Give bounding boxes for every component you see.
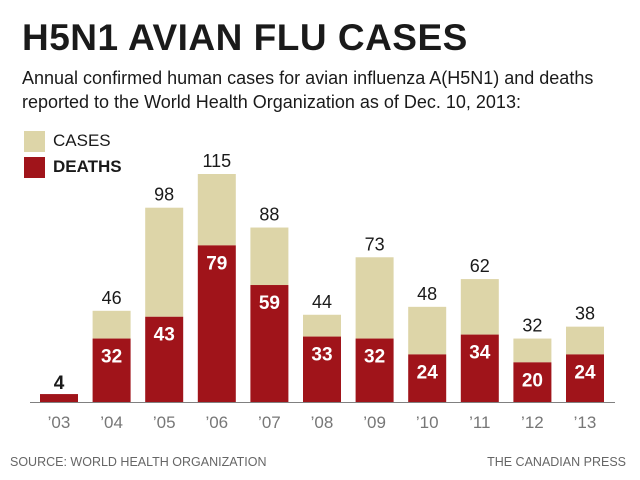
- bar-deaths: [460, 334, 499, 402]
- bar-cases: [513, 338, 552, 363]
- data-label-deaths: 32: [101, 347, 122, 368]
- legend-label-deaths: DEATHS: [53, 157, 122, 176]
- legend-item-cases: CASES: [24, 130, 111, 152]
- data-label-cases: 73: [365, 234, 385, 254]
- data-label-cases: 98: [154, 185, 174, 205]
- data-label-deaths: 79: [206, 253, 227, 274]
- data-label-cases: 44: [312, 292, 332, 312]
- data-label-cases: 46: [102, 288, 122, 308]
- data-label-deaths: 34: [469, 343, 491, 364]
- chart-title: H5N1 AVIAN FLU CASES: [22, 17, 468, 58]
- data-label-deaths: 24: [417, 362, 439, 383]
- bar-deaths: [145, 316, 184, 402]
- data-label-deaths: 43: [154, 325, 175, 346]
- data-label-cases: 88: [259, 205, 279, 225]
- bar-deaths: [408, 354, 447, 402]
- bar-cases: [145, 207, 184, 317]
- legend-label-cases: CASES: [53, 131, 111, 150]
- bar-cases: [460, 279, 499, 335]
- data-label-deaths: 24: [574, 362, 596, 383]
- data-label-cases: 115: [202, 151, 231, 171]
- bar-deaths: [513, 362, 552, 402]
- bar-deaths: [566, 354, 604, 402]
- legend-swatch-deaths: [24, 156, 45, 178]
- data-label-cases: 48: [417, 284, 437, 304]
- bar-cases: [250, 227, 289, 286]
- data-label-deaths: 20: [522, 370, 543, 391]
- bar-cases: [197, 174, 236, 246]
- bar-cases: [355, 257, 394, 339]
- x-tick-label: ’04: [100, 413, 123, 432]
- x-tick-label: ’11: [469, 413, 490, 432]
- x-tick-label: ’06: [205, 413, 228, 432]
- data-label-cases: 38: [575, 304, 595, 324]
- x-tick-label: ’03: [48, 413, 71, 432]
- legend-swatch-cases: [24, 130, 45, 152]
- bar-deaths: [250, 285, 289, 402]
- x-tick-label: ’12: [521, 413, 544, 432]
- bar-cases: [566, 326, 604, 355]
- legend-item-deaths: DEATHS: [24, 156, 122, 178]
- bar-cases: [303, 314, 341, 337]
- bar-cases: [408, 306, 447, 355]
- source-note: SOURCE: WORLD HEALTH ORGANIZATION: [10, 455, 267, 469]
- x-tick-label: ’10: [416, 413, 439, 432]
- x-tick-label: ’05: [153, 413, 176, 432]
- x-tick-label: ’08: [311, 413, 334, 432]
- x-tick-label: ’07: [258, 413, 281, 432]
- chart-subtitle: Annual confirmed human cases for avian i…: [22, 68, 594, 112]
- bar-deaths: [197, 245, 236, 402]
- x-tick-label: ’09: [363, 413, 386, 432]
- data-label-cases: 62: [470, 256, 490, 276]
- data-label-cases: 32: [522, 316, 542, 336]
- data-label-deaths: 4: [54, 373, 65, 394]
- bar-deaths: [355, 338, 394, 402]
- bar-cases: [92, 310, 131, 339]
- bar-deaths: [92, 338, 131, 402]
- x-tick-label: ’13: [574, 413, 597, 432]
- data-label-deaths: 32: [364, 347, 385, 368]
- bar-deaths: [40, 394, 78, 402]
- data-label-deaths: 33: [311, 345, 332, 366]
- bar-deaths: [303, 336, 341, 402]
- credit-note: THE CANADIAN PRESS: [487, 455, 626, 469]
- data-label-deaths: 59: [259, 293, 280, 314]
